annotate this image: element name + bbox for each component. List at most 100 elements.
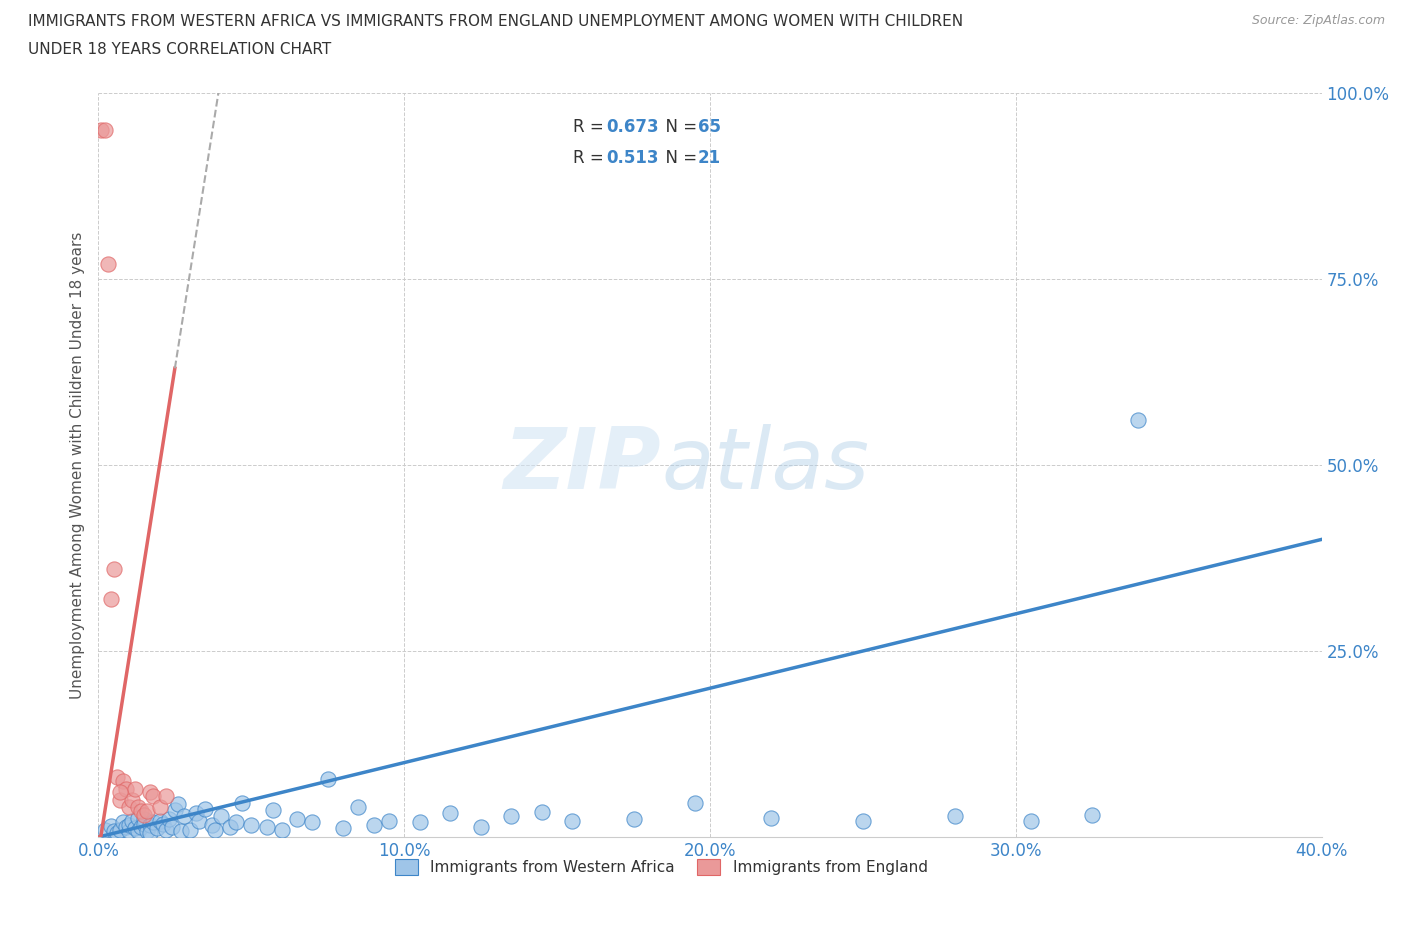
Point <box>111 774 134 789</box>
Point <box>139 785 162 800</box>
Text: ZIP: ZIP <box>503 423 661 507</box>
Point <box>1128 413 1150 428</box>
Point <box>378 813 401 828</box>
Text: IMMIGRANTS FROM WESTERN AFRICA VS IMMIGRANTS FROM ENGLAND UNEMPLOYMENT AMONG WOM: IMMIGRANTS FROM WESTERN AFRICA VS IMMIGR… <box>28 14 963 29</box>
Point <box>134 807 156 822</box>
Text: 65: 65 <box>697 118 721 136</box>
Point <box>155 789 177 804</box>
Point <box>105 770 128 785</box>
Point <box>363 817 385 832</box>
Point <box>225 815 247 830</box>
Point <box>93 822 115 837</box>
Point <box>408 815 430 830</box>
Point <box>118 800 141 815</box>
Point <box>129 804 152 818</box>
Point <box>108 792 131 807</box>
Point <box>136 824 159 839</box>
Point <box>118 817 141 832</box>
Point <box>100 591 122 606</box>
Point <box>347 800 370 815</box>
Point <box>124 820 146 835</box>
Point <box>530 804 553 819</box>
Point <box>142 815 165 830</box>
Point <box>316 772 339 787</box>
Point <box>93 123 115 138</box>
Point <box>179 822 201 837</box>
Point <box>943 809 966 824</box>
Text: UNDER 18 YEARS CORRELATION CHART: UNDER 18 YEARS CORRELATION CHART <box>28 42 332 57</box>
Point <box>103 562 125 577</box>
Point <box>683 795 706 810</box>
Point <box>186 805 208 820</box>
Point <box>759 810 782 825</box>
Point <box>163 803 186 817</box>
Point <box>97 257 120 272</box>
Point <box>301 815 323 830</box>
Point <box>262 803 284 817</box>
Point <box>134 812 156 827</box>
Point <box>256 819 278 834</box>
Point <box>285 812 308 827</box>
Point <box>231 795 253 810</box>
Legend: Immigrants from Western Africa, Immigrants from England: Immigrants from Western Africa, Immigran… <box>388 853 934 882</box>
Point <box>142 789 165 804</box>
Point <box>173 809 195 824</box>
Point <box>149 813 172 828</box>
Text: 0.513: 0.513 <box>606 150 658 167</box>
Point <box>145 820 167 835</box>
Point <box>108 822 131 837</box>
Point <box>134 817 156 831</box>
Point <box>129 819 152 834</box>
Point <box>127 800 149 815</box>
Point <box>155 822 177 837</box>
Point <box>1019 813 1042 828</box>
Point <box>90 123 112 138</box>
Point <box>105 825 128 840</box>
Point <box>127 810 149 825</box>
Point <box>561 813 583 828</box>
Point <box>501 809 523 824</box>
Point <box>204 822 226 837</box>
Point <box>194 802 217 817</box>
Point <box>188 813 211 828</box>
Point <box>100 818 122 833</box>
Point <box>1081 807 1104 822</box>
Point <box>121 813 143 828</box>
Text: N =: N = <box>655 118 703 136</box>
Point <box>115 781 138 796</box>
Text: R =: R = <box>574 150 609 167</box>
Point <box>139 825 162 840</box>
Point <box>121 792 143 807</box>
Point <box>103 824 125 839</box>
Text: N =: N = <box>655 150 703 167</box>
Text: R =: R = <box>574 118 609 136</box>
Point <box>270 822 292 837</box>
Point <box>240 817 263 832</box>
Text: Source: ZipAtlas.com: Source: ZipAtlas.com <box>1251 14 1385 27</box>
Point <box>623 812 645 827</box>
Text: 21: 21 <box>697 150 721 167</box>
Point <box>108 785 131 800</box>
Point <box>139 817 162 832</box>
Point <box>149 800 172 815</box>
Point <box>200 817 222 832</box>
Y-axis label: Unemployment Among Women with Children Under 18 years: Unemployment Among Women with Children U… <box>69 232 84 698</box>
Point <box>167 797 190 812</box>
Point <box>118 824 141 839</box>
Point <box>124 781 146 796</box>
Point <box>111 815 134 830</box>
Point <box>115 819 138 834</box>
Point <box>160 819 183 834</box>
Point <box>127 824 149 839</box>
Point <box>439 805 461 820</box>
Point <box>136 804 159 818</box>
Point <box>470 819 492 834</box>
Text: atlas: atlas <box>661 423 869 507</box>
Point <box>157 812 180 827</box>
Point <box>332 820 354 835</box>
Point <box>209 809 232 824</box>
Point <box>852 813 875 828</box>
Point <box>170 824 193 839</box>
Text: 0.673: 0.673 <box>606 118 658 136</box>
Point <box>152 817 174 831</box>
